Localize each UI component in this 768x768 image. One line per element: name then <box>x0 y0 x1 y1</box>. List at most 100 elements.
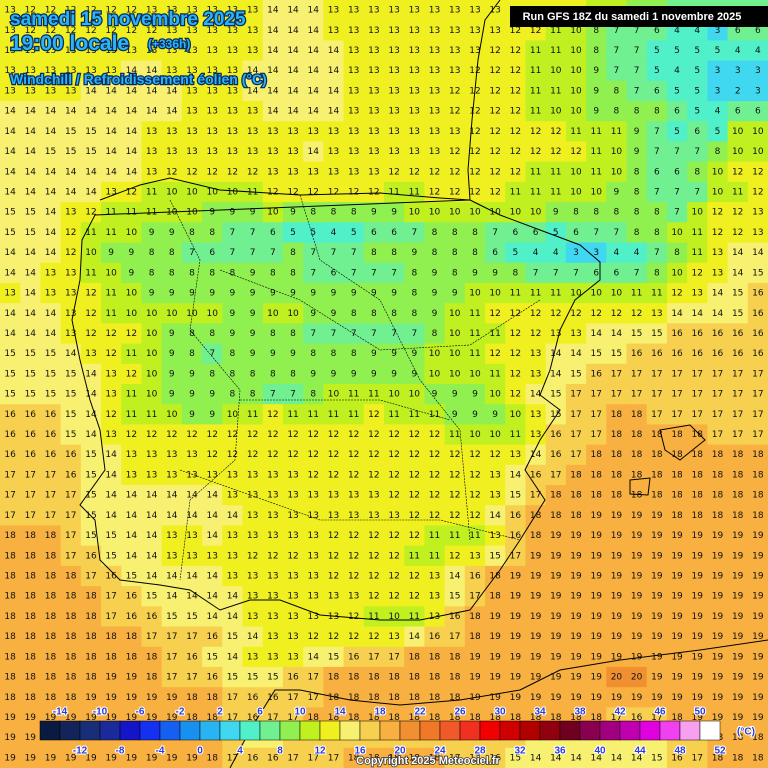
field-value: 18 <box>752 450 764 460</box>
field-value: 13 <box>166 470 177 480</box>
field-value: 19 <box>712 673 724 683</box>
field-value: 14 <box>166 511 178 521</box>
field-value: 13 <box>409 86 420 96</box>
field-value: 12 <box>388 430 399 440</box>
field-value: 9 <box>209 410 215 420</box>
field-value: 17 <box>25 511 36 521</box>
field-cell <box>101 141 122 163</box>
field-cell <box>202 141 223 163</box>
field-value: 12 <box>489 450 500 460</box>
field-value: 8 <box>432 228 438 238</box>
field-value: 11 <box>409 410 420 420</box>
field-value: 17 <box>105 612 116 622</box>
field-value: 12 <box>469 107 480 117</box>
field-cell <box>464 101 486 122</box>
field-cell <box>485 101 506 122</box>
field-value: 15 <box>651 329 662 339</box>
field-value: 7 <box>250 248 256 258</box>
field-cell <box>384 0 405 21</box>
field-value: 13 <box>287 127 298 137</box>
field-cell <box>303 0 324 21</box>
field-cell <box>727 60 749 82</box>
field-value: 18 <box>712 491 724 501</box>
field-cell <box>727 40 749 62</box>
field-value: 9 <box>331 369 337 379</box>
field-cell <box>485 40 506 62</box>
field-cell <box>545 60 567 82</box>
field-value: 13 <box>530 430 541 440</box>
field-value: 13 <box>752 228 763 238</box>
field-value: 9 <box>472 268 478 278</box>
field-value: 17 <box>105 592 116 602</box>
field-value: 14 <box>105 511 117 521</box>
field-value: 13 <box>267 632 278 642</box>
field-value: 13 <box>227 147 238 157</box>
field-value: 15 <box>449 592 460 602</box>
field-cell <box>222 80 244 102</box>
field-value: 15 <box>65 127 76 137</box>
field-cell <box>666 121 688 142</box>
field-value: 14 <box>166 592 178 602</box>
field-value: 8 <box>209 369 215 379</box>
field-value: 14 <box>105 167 117 177</box>
field-value: 18 <box>4 551 16 561</box>
field-value: 12 <box>469 450 480 460</box>
field-value: 19 <box>631 531 643 541</box>
field-value: 7 <box>189 248 195 258</box>
field-value: 7 <box>614 228 620 238</box>
field-value: 12 <box>308 470 319 480</box>
field-value: 11 <box>510 188 521 198</box>
field-value: 10 <box>732 127 744 137</box>
field-value: 19 <box>692 612 704 622</box>
field-value: 18 <box>429 693 441 703</box>
field-cell <box>161 141 183 163</box>
field-value: 9 <box>331 309 337 319</box>
field-value: 18 <box>611 410 623 420</box>
field-cell <box>424 80 446 102</box>
field-value: 15 <box>166 612 177 622</box>
field-value: 12 <box>671 289 682 299</box>
field-value: 18 <box>126 632 138 642</box>
field-value: 13 <box>287 612 298 622</box>
field-cell <box>485 20 506 41</box>
field-value: 15 <box>105 531 116 541</box>
field-value: 15 <box>186 612 197 622</box>
field-cell <box>343 80 365 102</box>
field-value: 15 <box>550 390 561 400</box>
field-cell <box>262 80 284 102</box>
field-value: 13 <box>348 511 359 521</box>
field-value: 17 <box>388 652 399 662</box>
field-value: 18 <box>4 572 16 582</box>
field-value: 18 <box>25 612 37 622</box>
field-value: 8 <box>593 46 599 56</box>
field-value: 14 <box>25 167 37 177</box>
field-cell <box>181 80 203 102</box>
field-value: 18 <box>449 652 461 662</box>
field-cell <box>505 121 526 142</box>
field-value: 11 <box>489 329 500 339</box>
field-value: 18 <box>752 470 764 480</box>
field-value: 16 <box>25 450 37 460</box>
field-value: 13 <box>166 127 177 137</box>
field-value: 16 <box>25 430 37 440</box>
field-cell <box>60 20 82 41</box>
colorbar-swatch <box>139 720 161 741</box>
field-value: 18 <box>631 491 643 501</box>
field-value: 11 <box>550 86 561 96</box>
field-value: 11 <box>590 147 601 157</box>
field-cell <box>303 121 324 142</box>
field-cell <box>222 141 244 163</box>
field-value: 18 <box>752 491 764 501</box>
field-value: 19 <box>671 531 683 541</box>
field-value: 13 <box>388 86 399 96</box>
field-value: 18 <box>590 491 602 501</box>
field-value: 8 <box>593 26 599 36</box>
field-cell <box>262 40 284 62</box>
field-value: 7 <box>351 268 357 278</box>
field-value: 16 <box>65 470 77 480</box>
field-value: 14 <box>530 450 542 460</box>
colorbar-label: -14 <box>53 707 68 718</box>
field-cell <box>565 141 587 163</box>
field-value: 12 <box>449 470 460 480</box>
field-value: 10 <box>146 309 158 319</box>
